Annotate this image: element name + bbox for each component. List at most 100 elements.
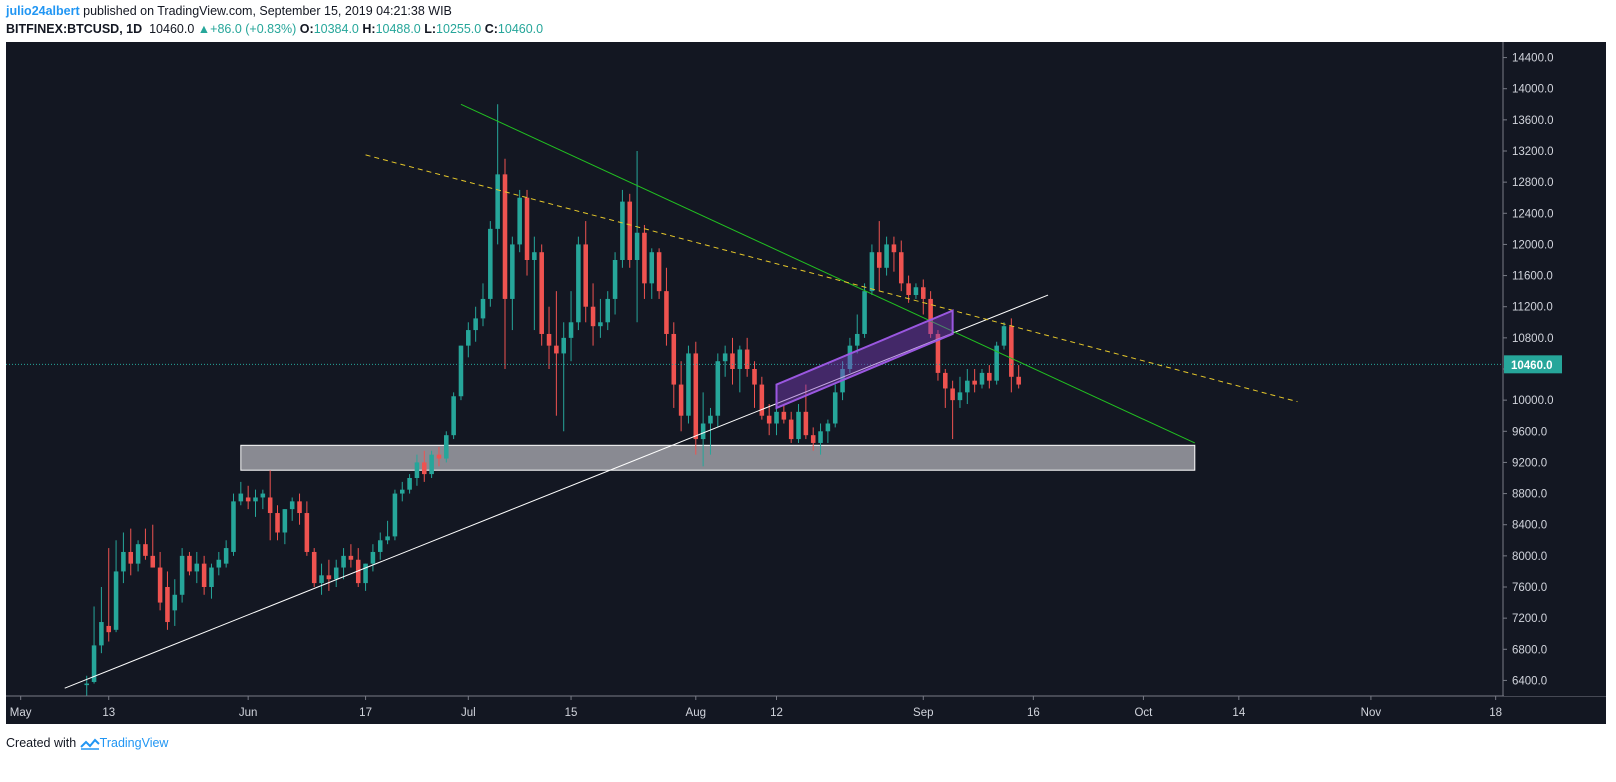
candle-body [495,174,500,229]
y-tick-label: 7600.0 [1512,582,1547,594]
candle-body [803,411,809,436]
candle-body [730,353,735,369]
high-label: H: [362,22,376,36]
candlestick-chart[interactable]: 6400.0 6800.0 7200.0 7600.0 8000.0 8400.0 8800… [6,42,1606,724]
candle-body [818,431,823,443]
candle-body [84,683,89,686]
candle-body [737,349,743,369]
candle-body [700,423,706,440]
low-label: L: [424,22,437,36]
candle-body [436,454,442,459]
current-price-badge [1504,355,1562,374]
candle-body [576,244,581,323]
candle-body [377,540,383,552]
candle-body [187,555,192,572]
candle-body [965,380,970,393]
candle-body [399,489,405,494]
chart-background [6,42,1606,724]
candle-body [157,567,163,603]
author-link[interactable]: julio24albert [6,4,80,18]
candle-body [143,544,148,556]
descending-trendline [460,103,1196,444]
candle-body [774,411,779,424]
candle-body [1016,376,1021,385]
candle-body [935,333,941,373]
candle-body [267,497,273,514]
y-tick-label: 8000.0 [1512,551,1547,563]
candle-body [906,283,911,296]
candle-body [943,372,948,389]
candle-body [642,232,647,284]
candle-body [304,513,310,552]
candle-body [289,501,295,510]
low-value: 10255.0 [436,22,482,36]
y-tick-label: 6400.0 [1512,675,1547,687]
candle-body [649,252,655,284]
y-tick-label: 8400.0 [1512,520,1547,532]
candle-body [554,345,559,354]
candle-body [693,353,699,440]
candle-body [121,551,126,572]
candle-body [282,509,288,533]
chart-header: julio24albert published on TradingView.c… [6,2,1606,40]
ascending-support-line [64,294,1049,689]
y-tick-label: 7200.0 [1512,613,1547,625]
candle-body [752,369,757,385]
chart-frame[interactable]: 6400.0 6800.0 7200.0 7600.0 8000.0 8400.0 8800… [6,42,1606,724]
candle-body [473,318,478,331]
x-tick-label: 14 [1232,707,1245,719]
candle-body [370,551,376,564]
candle-body [810,435,816,443]
x-tick-label: 13 [102,707,115,719]
x-tick-label: 16 [1027,707,1040,719]
tradingview-brand-link[interactable]: TradingView [99,736,169,750]
candle-body [1009,326,1014,377]
publish-line: julio24albert published on TradingView.c… [6,2,1606,20]
candle-body [598,322,603,327]
y-tick-label: 14400.0 [1512,53,1554,65]
open-label: O: [299,22,314,36]
current-price-label: 10460.0 [1511,360,1553,372]
candle-body [275,513,280,533]
x-tick-label: Oct [1134,707,1153,719]
candle-body [532,252,537,260]
candle-body [422,462,427,475]
candle-body [928,298,933,334]
candle-body [744,349,750,369]
candle-body [612,260,618,299]
candle-body [913,287,919,296]
timeframe-label[interactable]: 1D [126,22,143,36]
candle-body [854,333,860,346]
candle-body [253,497,258,502]
candle-body [620,201,625,260]
y-tick-label: 12400.0 [1512,208,1554,220]
candle-body [921,287,926,299]
y-tick-label: 9200.0 [1512,457,1547,469]
y-tick-label: 13600.0 [1512,115,1554,127]
candle-body [671,333,677,385]
candle-body [847,345,853,369]
y-tick-label: 13200.0 [1512,146,1554,158]
y-tick-label: 9600.0 [1512,426,1547,438]
y-tick-label: 11200.0 [1512,302,1553,314]
candle-body [766,415,772,424]
support-zone-rect [240,444,1196,471]
open-value: 10384.0 [313,22,359,36]
candle-body [524,197,530,260]
candle-body [561,337,566,354]
candles-layer [84,104,1021,696]
y-tick-label: 12000.0 [1512,239,1554,251]
candle-body [458,345,464,397]
candle-body [179,555,185,595]
close-label: C: [484,22,498,36]
symbol-label[interactable]: BITFINEX:BTCUSD, [6,22,123,36]
candle-body [209,567,214,587]
y-tick-label: 10800.0 [1512,333,1554,345]
candle-body [392,493,398,537]
last-price: 10460.0 [149,22,195,36]
candle-body [634,232,640,260]
candle-body [113,571,119,630]
ohlc-line: BITFINEX:BTCUSD, 1D 10460.0 ▲+86.0 (+0.8… [6,20,1606,38]
close-value: 10460.0 [497,22,544,36]
candle-body [832,392,838,424]
